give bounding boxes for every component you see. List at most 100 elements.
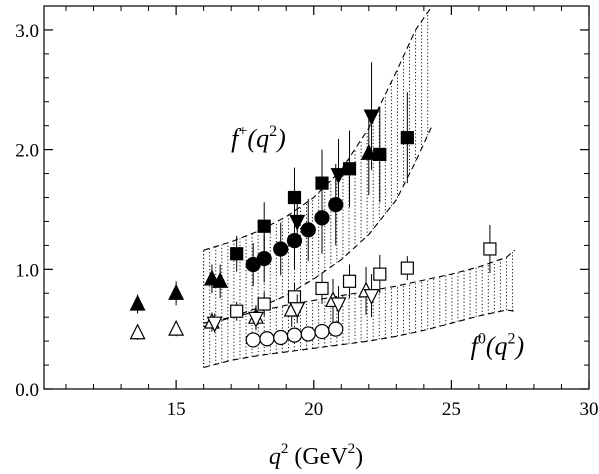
fzero-rest: (q — [486, 331, 508, 360]
triangle-down-marker — [247, 311, 264, 328]
data-point — [273, 329, 289, 346]
axis-ticks — [44, 5, 590, 390]
fzero-rest-sup: 2 — [508, 330, 516, 347]
band-upper-curve — [203, 249, 516, 324]
data-point — [168, 319, 185, 337]
data-point — [203, 264, 220, 294]
data-point — [342, 264, 357, 299]
data-point — [373, 254, 387, 294]
data-point — [129, 294, 146, 314]
triangle-down-marker — [289, 302, 306, 319]
data-point — [286, 327, 303, 343]
data-point — [230, 301, 244, 321]
x-tick-label: 25 — [442, 399, 461, 420]
fzero-label: f0(q2) — [471, 330, 525, 360]
data-point — [247, 306, 264, 331]
data-point — [168, 281, 185, 306]
circle-marker — [300, 222, 316, 238]
fplus-main: f — [231, 124, 242, 153]
triangle-down-marker — [363, 289, 380, 305]
data-point — [289, 195, 306, 248]
circle-filled-series — [245, 163, 344, 287]
data-point — [245, 332, 261, 348]
fplus-close: ) — [275, 124, 286, 153]
circle-marker — [300, 326, 316, 342]
triangle-down-marker — [206, 316, 223, 333]
fplus-band — [203, 6, 433, 328]
data-point — [400, 256, 414, 281]
axis-tick-labels: 15 20 25 300.01.02.03.0 — [15, 21, 598, 420]
circle-marker — [245, 332, 261, 348]
x-axis-unit-sup: 2 — [348, 441, 356, 457]
data-point — [273, 222, 289, 276]
triangle-down-marker — [289, 214, 306, 231]
fzero-main: f — [471, 331, 482, 360]
triangle-up-marker — [129, 294, 146, 311]
circle-marker — [256, 250, 272, 267]
square-marker — [342, 274, 357, 288]
band-lower-curve — [203, 125, 433, 328]
x-axis-var: q — [269, 444, 281, 470]
x-tick-label: 15 — [167, 399, 186, 420]
circle-marker — [314, 210, 330, 226]
x-tick-label: 20 — [304, 399, 323, 420]
square-marker — [287, 290, 302, 304]
triangle-down-filled-series — [289, 62, 380, 248]
data-point — [230, 235, 244, 272]
data-point — [363, 62, 380, 170]
circle-marker — [273, 241, 289, 257]
square-marker — [230, 304, 244, 318]
data-series — [129, 62, 497, 348]
data-point — [129, 323, 146, 340]
circle-marker — [286, 327, 303, 343]
fplus-rest-sup: 2 — [269, 123, 277, 140]
square-marker — [257, 219, 271, 233]
uncertainty-bands — [203, 6, 516, 369]
triangle-up-filled-series — [129, 111, 377, 314]
data-point — [360, 111, 377, 196]
data-point — [257, 292, 271, 316]
y-tick-label: 1.0 — [15, 260, 39, 281]
data-point — [314, 181, 330, 254]
data-point — [206, 313, 223, 333]
data-point — [212, 264, 229, 299]
fplus-sup: + — [238, 123, 247, 140]
fplus-rest: (q — [247, 124, 269, 153]
data-point — [314, 323, 330, 340]
triangle-up-marker — [168, 283, 185, 300]
fplus-label: f+(q2) — [231, 123, 286, 153]
triangle-up-marker — [360, 143, 377, 160]
triangle-down-marker — [330, 297, 347, 314]
square-marker — [400, 131, 414, 145]
data-point — [373, 106, 387, 203]
band-lower-curve — [203, 309, 515, 369]
data-point — [330, 138, 347, 211]
x-axis-unit: (GeV — [294, 444, 348, 470]
data-point — [259, 331, 275, 347]
data-point — [328, 163, 344, 246]
data-point — [342, 130, 357, 208]
square-marker — [483, 242, 497, 256]
triangle-up-marker — [129, 323, 146, 340]
square-marker — [373, 147, 387, 162]
data-point — [256, 234, 272, 283]
circle-marker — [314, 323, 330, 340]
square-marker — [400, 261, 414, 275]
square-marker — [373, 267, 387, 281]
data-point — [300, 326, 316, 342]
square-marker — [315, 281, 329, 296]
x-axis-unit-close: ) — [355, 444, 363, 470]
x-axis-title: q2 (GeV2) — [269, 441, 363, 470]
circle-marker — [259, 331, 275, 347]
data-point — [363, 274, 380, 318]
square-marker — [287, 190, 302, 205]
triangle-down-open-series — [206, 274, 380, 333]
square-marker — [230, 247, 244, 261]
y-tick-label: 2.0 — [15, 141, 39, 162]
data-point — [289, 294, 306, 324]
data-point — [330, 286, 347, 322]
circle-marker — [328, 197, 344, 213]
data-point — [300, 198, 316, 261]
triangle-up-marker — [203, 269, 220, 286]
